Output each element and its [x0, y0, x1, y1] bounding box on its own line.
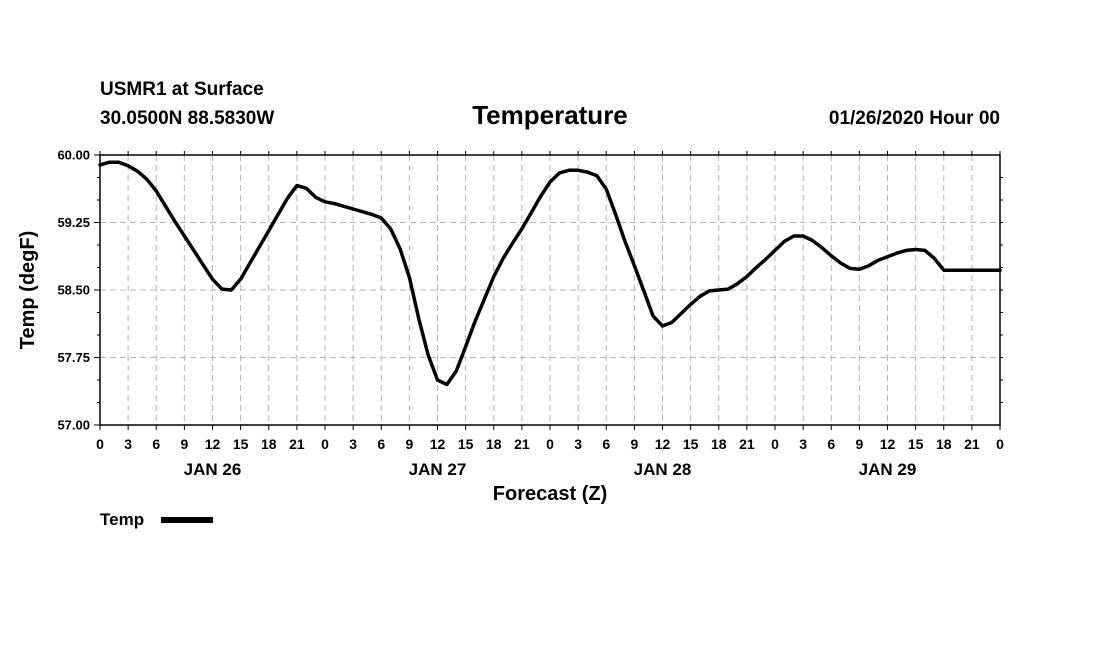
x-tick-label: 12 [205, 436, 221, 452]
y-axis-ticks: 57.00 57.75 58.50 59.25 60.00 [57, 148, 100, 433]
x-tick-label: 12 [880, 436, 896, 452]
y-axis-label: Temp (degF) [17, 231, 39, 350]
y-tick-label: 60.00 [57, 148, 90, 163]
y-tick-label: 59.25 [57, 215, 90, 230]
chart-title: Temperature [472, 100, 628, 130]
x-tick-label: 18 [711, 436, 727, 452]
x-tick-label: 3 [574, 436, 582, 452]
legend: Temp [100, 510, 213, 529]
x-tick-label: 15 [683, 436, 699, 452]
x-tick-label: 9 [180, 436, 188, 452]
x-tick-label: 0 [996, 436, 1004, 452]
x-tick-label: 6 [602, 436, 610, 452]
x-tick-label: 21 [964, 436, 980, 452]
station-label: USMR1 at Surface [100, 79, 264, 100]
y-tick-label: 57.00 [57, 418, 90, 433]
x-tick-label: 18 [936, 436, 952, 452]
x-tick-label: 3 [349, 436, 357, 452]
y-tick-label: 58.50 [57, 283, 90, 298]
x-tick-label: 3 [799, 436, 807, 452]
x-tick-label: 15 [233, 436, 249, 452]
day-label: JAN 28 [634, 460, 692, 479]
x-tick-label: 9 [630, 436, 638, 452]
day-label: JAN 29 [859, 460, 917, 479]
x-tick-label: 0 [546, 436, 554, 452]
x-tick-label: 21 [514, 436, 530, 452]
x-tick-label: 18 [261, 436, 277, 452]
grid-lines [100, 155, 1000, 425]
x-axis-label: Forecast (Z) [493, 483, 607, 505]
x-tick-label: 18 [486, 436, 502, 452]
x-tick-label: 12 [655, 436, 671, 452]
temp-series-line [98, 160, 1002, 387]
x-tick-label: 15 [908, 436, 924, 452]
x-tick-label: 9 [855, 436, 863, 452]
run-time-label: 01/26/2020 Hour 00 [829, 108, 1000, 129]
x-tick-label: 0 [771, 436, 779, 452]
x-axis-ticks: 0 3 6 9 12 15 18 21 0 3 6 9 12 15 18 21 0 3 6 9 12 15 18 21 0 3 6 9… [96, 151, 1004, 452]
x-tick-label: 21 [289, 436, 305, 452]
day-label: JAN 27 [409, 460, 467, 479]
x-tick-label: 6 [827, 436, 835, 452]
y-tick-label: 57.75 [57, 350, 90, 365]
x-tick-label: 12 [430, 436, 446, 452]
x-tick-label: 0 [321, 436, 329, 452]
location-label: 30.0500N 88.5830W [100, 108, 274, 129]
day-label: JAN 26 [184, 460, 242, 479]
day-labels: JAN 26 JAN 27 JAN 28 JAN 29 [184, 460, 917, 479]
x-tick-label: 9 [405, 436, 413, 452]
legend-label: Temp [100, 510, 144, 529]
x-tick-label: 21 [739, 436, 755, 452]
x-tick-label: 0 [96, 436, 104, 452]
x-tick-label: 6 [377, 436, 385, 452]
series-layer [98, 160, 1002, 387]
x-tick-label: 15 [458, 436, 474, 452]
x-tick-label: 6 [152, 436, 160, 452]
x-tick-label: 3 [124, 436, 132, 452]
